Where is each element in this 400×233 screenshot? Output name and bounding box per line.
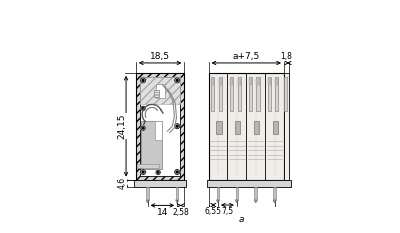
Bar [219,77,222,111]
Bar [207,180,291,187]
Bar [156,84,165,98]
Polygon shape [146,200,149,203]
Bar [254,187,257,200]
Bar [208,73,284,180]
Bar [146,187,149,200]
Circle shape [156,170,160,175]
Polygon shape [176,200,178,203]
Bar [219,79,222,85]
Bar [154,90,158,96]
Bar [275,77,278,111]
Circle shape [175,124,180,129]
Bar [235,121,240,134]
Bar [249,77,252,111]
Text: 7,5: 7,5 [221,207,234,216]
Circle shape [141,106,145,110]
Polygon shape [236,200,238,203]
Bar [211,77,214,111]
Text: a+7,5: a+7,5 [233,52,260,61]
Circle shape [141,126,145,130]
Bar [273,121,278,134]
Text: 18,5: 18,5 [150,52,170,61]
Bar [238,77,241,111]
Bar [176,187,178,200]
Bar [140,77,180,104]
Circle shape [175,78,180,83]
Circle shape [142,171,144,173]
Polygon shape [217,200,219,203]
Polygon shape [254,200,257,203]
Bar [140,77,180,176]
Bar [238,79,241,85]
Bar [155,121,162,140]
Bar [284,73,289,180]
Text: 6,55: 6,55 [205,207,222,216]
Circle shape [175,170,180,175]
Text: 2,58: 2,58 [172,208,189,216]
Text: 24,15: 24,15 [117,113,126,139]
Bar [268,77,271,111]
Circle shape [142,108,144,109]
Circle shape [176,125,178,127]
Bar [273,187,276,200]
Circle shape [158,172,159,173]
Polygon shape [273,200,276,203]
Bar [256,79,260,85]
Bar [230,79,233,85]
Bar [249,79,252,85]
Bar [268,79,271,85]
Text: a: a [239,216,244,224]
Circle shape [176,171,178,173]
Bar [217,187,219,200]
Bar [254,121,259,134]
Bar [216,121,222,134]
Text: 14: 14 [157,208,168,216]
Bar [134,180,186,187]
Bar [211,79,214,85]
Bar [230,77,233,111]
Bar [136,73,184,180]
Circle shape [140,170,146,175]
Bar [137,164,160,168]
Bar [236,187,238,200]
Bar [141,121,162,169]
Text: 4,6: 4,6 [118,177,127,189]
Circle shape [142,79,144,81]
Bar [256,77,260,111]
Circle shape [140,78,146,83]
Bar [275,79,278,85]
Text: 1,8: 1,8 [281,52,292,61]
Circle shape [176,79,178,81]
Circle shape [142,127,144,129]
Bar [284,77,287,111]
